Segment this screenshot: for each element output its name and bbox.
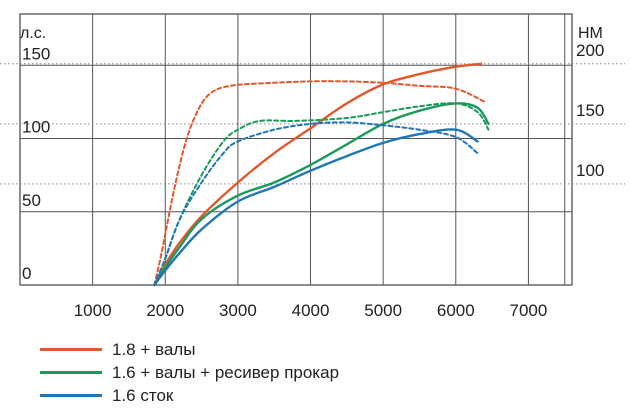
x-tick-label: 6000 xyxy=(437,301,475,320)
left-tick-label: 150 xyxy=(22,44,50,63)
power-curve-e2582a xyxy=(153,62,483,287)
torque-curve-2176b5 xyxy=(153,121,479,286)
chart-grid xyxy=(0,13,625,286)
right-tick-label: 200 xyxy=(576,41,604,60)
left-axis-unit: л.с. xyxy=(20,25,46,42)
right-tick-label: 100 xyxy=(576,161,604,180)
legend-item-1-8-valy: 1.8 + валы xyxy=(40,338,460,361)
legend-label: 1.6 сток xyxy=(112,385,174,405)
chart-series xyxy=(153,62,490,287)
legend-swatch xyxy=(40,348,102,351)
plot-frame xyxy=(19,13,573,286)
left-tick-label: 100 xyxy=(22,118,50,137)
legend-label: 1.8 + валы xyxy=(112,339,196,359)
right-tick-label: 150 xyxy=(576,101,604,120)
torque-curve-e2582a xyxy=(153,80,486,286)
legend-item-1-6-stok: 1.6 сток xyxy=(40,384,460,407)
legend-swatch xyxy=(40,394,102,397)
legend-item-1-6-valy-resiver: 1.6 + валы + ресивер прокар xyxy=(40,361,460,384)
legend-swatch xyxy=(40,371,102,374)
right-axis-unit: НМ xyxy=(578,25,603,42)
x-tick-label: 2000 xyxy=(146,301,184,320)
x-tick-label: 4000 xyxy=(292,301,330,320)
x-tick-label: 1000 xyxy=(74,301,112,320)
axis-ticks: 1000 2000 3000 4000 5000 6000 7000 0 50 100 150 100… xyxy=(22,41,604,320)
left-tick-label: 50 xyxy=(22,191,41,210)
x-tick-label: 3000 xyxy=(219,301,257,320)
legend-label: 1.6 + валы + ресивер прокар xyxy=(112,362,340,382)
chart-legend: 1.8 + валы 1.6 + валы + ресивер прокар 1… xyxy=(40,338,460,407)
left-tick-label: 0 xyxy=(22,264,31,283)
x-tick-label: 7000 xyxy=(510,301,548,320)
power-curve-2176b5 xyxy=(153,128,479,287)
x-tick-label: 5000 xyxy=(364,301,402,320)
dyno-chart: 1000 2000 3000 4000 5000 6000 7000 0 50 100 150 100… xyxy=(0,13,625,320)
